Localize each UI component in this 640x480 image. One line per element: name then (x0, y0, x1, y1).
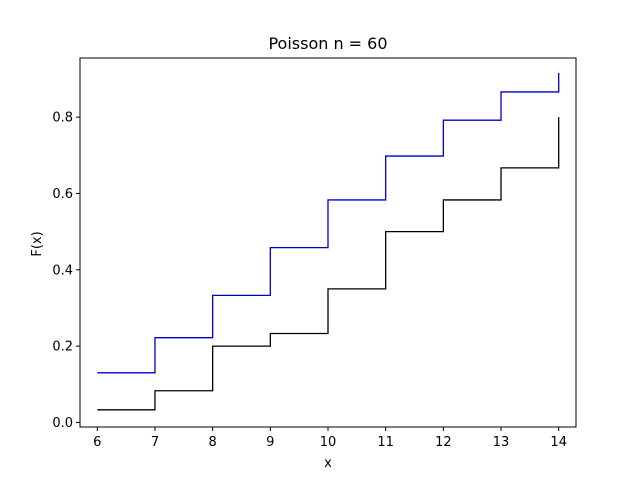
x-tick-label: 8 (209, 435, 217, 450)
x-tick-label: 13 (493, 435, 510, 450)
x-axis-label: x (324, 456, 332, 471)
x-tick-label: 10 (320, 435, 337, 450)
y-axis-label: F(x) (30, 231, 45, 256)
y-tick-label: 0.2 (52, 340, 73, 355)
y-tick-label: 0.8 (52, 111, 73, 126)
x-tick-label: 7 (151, 435, 159, 450)
x-axis: 6 7 8 9 10 11 12 13 14 (93, 427, 567, 450)
x-tick-label: 14 (550, 435, 567, 450)
x-tick-label: 11 (377, 435, 394, 450)
series-line-1 (97, 72, 560, 374)
x-tick-label: 6 (93, 435, 101, 450)
series-line-2 (97, 117, 560, 411)
x-tick-label: 12 (435, 435, 452, 450)
x-tick-label: 9 (266, 435, 274, 450)
y-tick-label: 0.0 (52, 416, 73, 431)
y-axis: 0.0 0.2 0.4 0.6 0.8 (52, 111, 80, 431)
series-layer (97, 72, 560, 411)
y-tick-label: 0.4 (52, 263, 73, 278)
y-tick-label: 0.6 (52, 187, 73, 202)
chart-title: Poisson n = 60 (268, 34, 387, 53)
